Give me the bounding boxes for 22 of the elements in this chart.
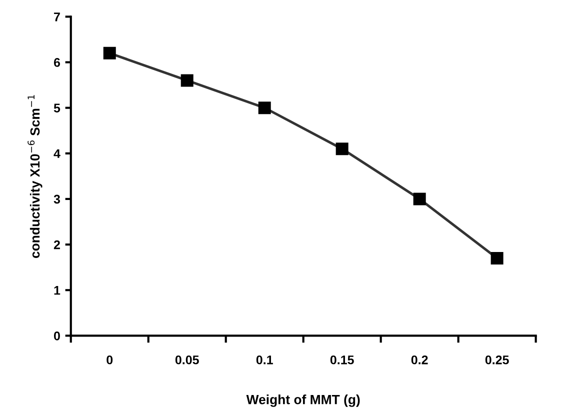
point — [336, 142, 348, 156]
point — [413, 192, 426, 206]
point — [103, 46, 116, 60]
x-tick-label: 0.15 — [330, 355, 354, 364]
x-tick-label: 0.25 — [485, 355, 509, 364]
point — [490, 252, 504, 264]
y-tick-label: 4 — [54, 149, 60, 158]
x-tick-label: 0.1 — [256, 355, 273, 364]
y-tick-label: 7 — [54, 12, 60, 22]
point — [258, 102, 271, 114]
y-tick-label: 5 — [54, 104, 60, 112]
y-tick-label: 3 — [54, 194, 60, 204]
y-tick-label: 0 — [54, 331, 60, 340]
y-tick-label: 2 — [54, 240, 60, 250]
y-tick-label: 1 — [54, 286, 60, 295]
y-tick-label: 6 — [54, 58, 60, 67]
x-tick-label: 0.05 — [175, 355, 199, 364]
x-axis-title: Weight of MMT (g) — [246, 394, 360, 407]
point — [180, 74, 194, 87]
x-tick-label: 0 — [106, 355, 113, 364]
y-axis-title: conductivity X10$^{−6}$ Scm$^{−1}$ — [28, 95, 42, 258]
x-tick-label: 0.2 — [411, 355, 428, 364]
